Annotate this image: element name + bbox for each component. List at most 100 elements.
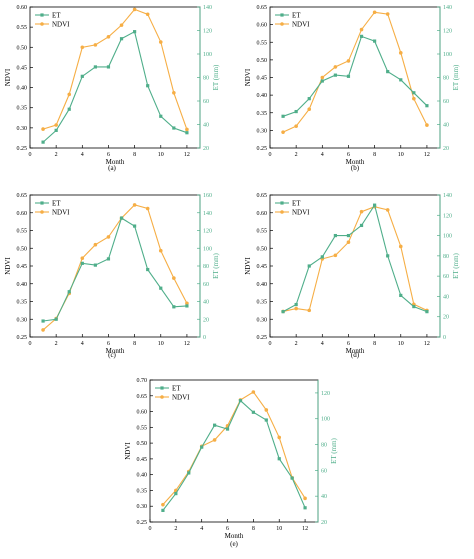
ndvi-tick-label: 0.25 [257, 146, 268, 152]
ndvi-point [307, 308, 312, 313]
x-axis-title: Month [106, 158, 125, 166]
ndvi-tick-label: 0.65 [17, 193, 28, 199]
et-tick-label: 40 [203, 123, 209, 129]
ndvi-point [307, 107, 312, 112]
ndvi-tick-label: 0.40 [257, 93, 268, 99]
et-tick-label: 80 [203, 76, 209, 82]
ndvi-tick-label: 0.35 [137, 488, 148, 494]
et-point [399, 293, 403, 298]
et-point [67, 107, 71, 111]
legend-marker [280, 210, 284, 214]
et-tick-label: 60 [443, 99, 449, 105]
ndvi-point [294, 306, 298, 311]
et-point [425, 104, 429, 108]
ndvi-point [251, 390, 256, 394]
et-point [303, 506, 307, 510]
et-tick-label: 0 [203, 335, 206, 341]
x-tick-label: 6 [347, 152, 350, 158]
x-tick-label: 12 [184, 152, 190, 158]
et-tick-label: 60 [443, 274, 449, 280]
legend-label: NDVI [52, 21, 70, 29]
x-tick-label: 12 [184, 341, 190, 347]
et-point [333, 73, 337, 77]
et-point [281, 310, 285, 314]
ndvi-tick-label: 0.40 [137, 473, 148, 479]
et-tick-label: 140 [203, 211, 212, 217]
et-line [282, 35, 428, 117]
ndvi-tick-label: 0.50 [17, 45, 28, 51]
et-tick-label: 120 [443, 213, 452, 219]
et-tick-label: 140 [443, 193, 452, 199]
ndvi-point [119, 23, 124, 27]
et-tick-label: 140 [443, 5, 452, 11]
et-tick-label: 20 [321, 520, 327, 526]
x-tick-label: 8 [373, 152, 376, 158]
et-point [225, 427, 230, 431]
legend-marker [160, 386, 164, 390]
x-tick-label: 10 [276, 526, 282, 532]
ndvi-point [93, 43, 98, 47]
et-tick-label: 100 [321, 417, 330, 423]
ndvi-tick-label: 0.35 [17, 300, 28, 306]
ndvi-axis-title: NDVI [244, 257, 252, 275]
ndvi-point [132, 203, 137, 207]
et-point [106, 65, 111, 69]
ndvi-point [281, 130, 285, 134]
x-tick-label: 12 [424, 341, 430, 347]
ndvi-tick-label: 0.50 [137, 441, 148, 447]
x-tick-label: 0 [29, 152, 32, 158]
x-tick-label: 4 [321, 341, 324, 347]
x-tick-label: 6 [226, 526, 229, 532]
et-point [412, 91, 416, 95]
et-point [133, 30, 137, 34]
et-tick-label: 60 [203, 99, 209, 105]
ndvi-line [42, 8, 188, 130]
et-line [43, 217, 187, 322]
ndvi-axis-title: NDVI [124, 442, 132, 460]
x-tick-label: 6 [107, 341, 110, 347]
ndvi-tick-label: 0.25 [17, 146, 28, 152]
et-point [307, 97, 311, 101]
ndvi-point [145, 206, 150, 211]
et-point [294, 109, 298, 114]
et-point [133, 224, 137, 228]
et-line [42, 30, 188, 143]
et-tick-label: 40 [321, 494, 327, 500]
et-point [399, 78, 403, 82]
legend-marker [40, 201, 44, 205]
et-tick-label: 20 [443, 315, 449, 321]
ndvi-point [303, 496, 307, 501]
ndvi-tick-label: 0.60 [17, 211, 28, 217]
et-point [307, 264, 311, 268]
et-tick-label: 100 [443, 52, 452, 58]
ndvi-point [294, 124, 298, 128]
x-tick-label: 12 [302, 526, 308, 532]
ndvi-tick-label: 0.55 [257, 40, 268, 46]
ndvi-point [320, 75, 325, 80]
ndvi-line [282, 206, 428, 312]
x-tick-label: 8 [133, 152, 136, 158]
ndvi-point [172, 91, 176, 95]
ndvi-point [346, 240, 351, 245]
et-point [146, 267, 150, 272]
ndvi-axis-title: NDVI [4, 68, 12, 86]
et-point [80, 74, 84, 78]
legend-label: NDVI [292, 21, 310, 29]
et-point [346, 74, 351, 78]
x-tick-label: 10 [158, 341, 164, 347]
x-tick-label: 8 [252, 526, 255, 532]
ndvi-tick-label: 0.50 [17, 246, 28, 252]
ndvi-point [425, 123, 429, 127]
ndvi-point [398, 51, 403, 55]
et-axis-title: ET (mm) [212, 252, 220, 278]
ndvi-point [67, 92, 72, 97]
et-point [412, 304, 416, 309]
ndvi-tick-label: 0.60 [257, 211, 268, 217]
et-point [159, 114, 163, 118]
ndvi-tick-label: 0.30 [257, 317, 268, 323]
et-point [320, 79, 324, 83]
panel-label: (c) [108, 351, 116, 359]
x-tick-label: 6 [347, 341, 350, 347]
legend-label: ET [52, 12, 61, 20]
